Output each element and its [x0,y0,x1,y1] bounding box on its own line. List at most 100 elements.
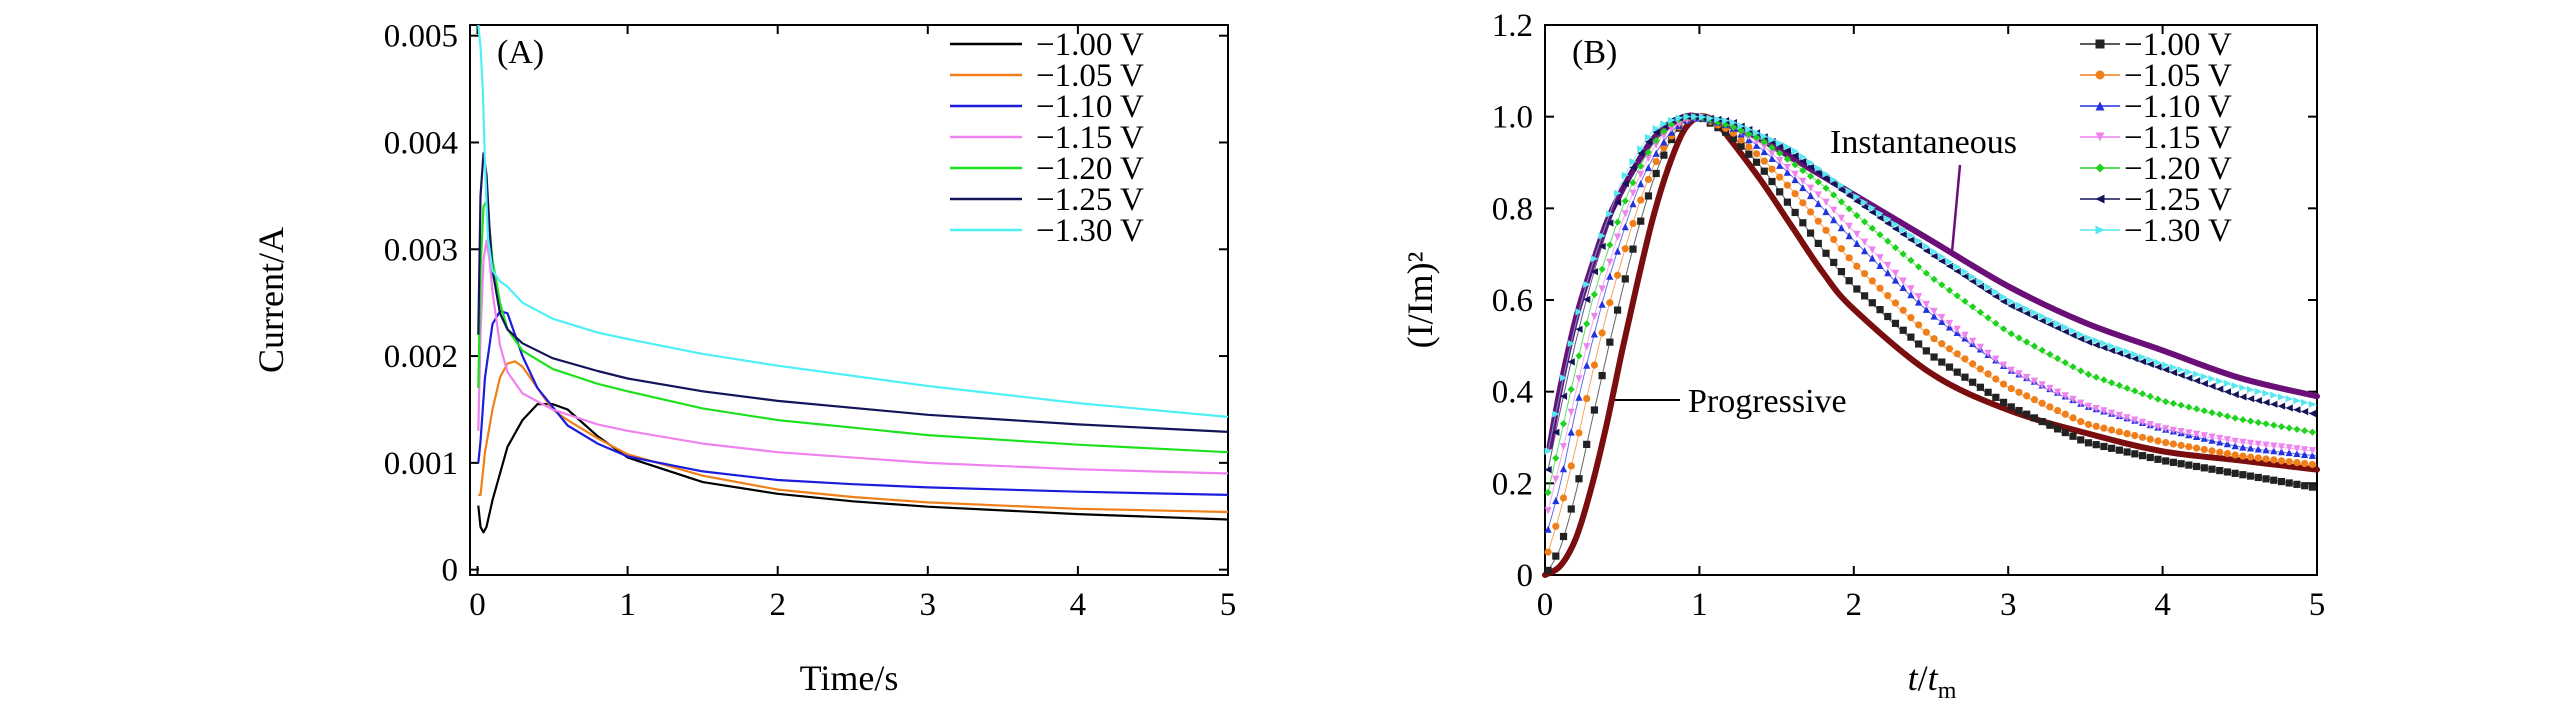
data-point [1837,245,1846,253]
data-point [1583,361,1591,369]
data-point [2084,334,2093,342]
data-point [1992,292,2000,301]
data-point [2146,435,2154,443]
data-point [1907,291,1915,299]
data-point [1760,167,1768,175]
data-point [1992,288,2000,296]
data-point [1945,262,1954,270]
series-line-2 [478,360,1229,514]
data-point [2285,448,2293,457]
data-point [2077,367,2085,375]
data-point [1999,380,2008,388]
data-point [1552,522,1560,530]
data-point [2154,363,2162,371]
data-point [1737,122,1745,130]
data-point [1776,188,1784,196]
data-point [2061,410,2069,418]
x-tick-label: 5 [1220,587,1237,623]
x-tick-label: 5 [2309,587,2326,623]
data-point [1783,198,1792,206]
data-point [1930,248,1938,256]
data-point [1752,141,1761,149]
data-point [2015,306,2023,314]
data-point [1791,190,1799,198]
data-point [1559,443,1568,451]
data-point [1629,200,1637,208]
data-point [1907,333,1915,341]
data-point [1598,372,1606,380]
y-tick-label: 0 [1517,558,1534,594]
data-point [1799,157,1807,165]
data-point [1590,406,1599,414]
data-point [2023,392,2031,400]
data-point [1853,285,1861,293]
data-point [1799,219,1807,227]
data-point [1938,358,1946,366]
data-point [1845,277,1853,285]
data-point [1552,552,1560,560]
data-point [2308,451,2316,459]
data-point [2177,441,2185,449]
data-point [2270,400,2278,408]
data-point [1830,258,1838,267]
data-point [1776,139,1784,147]
data-point [1938,313,1946,322]
y-tick-label: 0.001 [384,446,458,482]
data-point [2247,472,2255,480]
data-point [2293,397,2301,405]
data-point [1915,237,1923,245]
x-tick-label: 3 [920,587,937,623]
data-point [2262,420,2270,428]
data-point [1814,178,1822,186]
data-point [1830,206,1838,214]
data-point [2000,298,2008,306]
data-point [2262,455,2270,463]
data-point [2223,436,2231,444]
data-point [1606,241,1614,249]
data-point [1876,254,1884,262]
data-point [1606,338,1614,346]
data-point [2138,353,2147,361]
data-point [2308,447,2316,455]
data-point [1598,300,1606,308]
data-point [2270,421,2278,429]
data-point [1706,114,1714,122]
data-point [1930,252,1938,260]
data-point [2077,335,2085,343]
data-point [2046,320,2054,328]
data-point [1644,138,1652,146]
data-point [1992,319,2000,327]
data-point [2200,464,2208,472]
data-point [1984,370,1992,378]
data-point [2193,377,2201,385]
data-point [1552,410,1560,418]
data-point [1783,143,1791,151]
data-point [1544,548,1552,556]
data-point [1544,507,1552,515]
data-point [2069,363,2077,371]
data-point [1614,198,1622,206]
data-point [2270,456,2278,464]
data-point [2131,350,2139,358]
data-point [1961,331,1969,339]
data-point [2177,428,2185,436]
panel-b-ticks [1544,24,2318,576]
legend-label-6: −1.25 V [2124,182,2232,218]
data-point [1853,262,1861,270]
series-5 [1544,113,2318,497]
data-point [1992,375,2000,383]
data-point [2154,423,2162,431]
legend-marker-5 [2095,163,2105,173]
y-tick-label: 0.4 [1492,375,1533,411]
data-point [1938,340,1946,348]
data-point [1791,147,1799,155]
data-point [1961,355,1969,363]
y-tick-label: 0.004 [384,125,458,161]
data-point [1621,210,1629,218]
y-tick-label: 1.0 [1492,100,1533,136]
data-point [2208,382,2216,390]
data-point [2092,341,2100,349]
data-point [2239,384,2247,392]
data-point [1915,241,1923,249]
data-point [2254,397,2262,405]
